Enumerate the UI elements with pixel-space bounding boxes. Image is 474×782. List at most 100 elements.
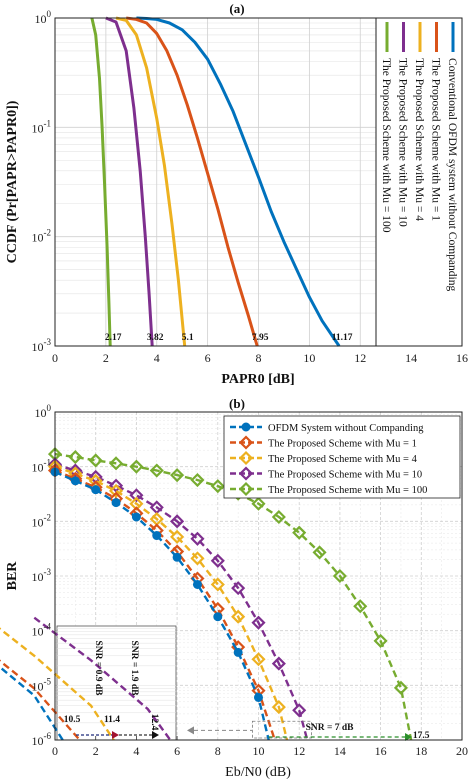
inset-series-line-3 — [33, 616, 172, 741]
panel-b-series-marker-0 — [192, 579, 202, 589]
inset-series-line-2 — [0, 627, 115, 741]
panel-b-series-marker-0 — [213, 612, 223, 622]
panel-b-legend-marker — [238, 466, 254, 481]
panel-b-legend-entries: OFDM System without Companding The Propos… — [230, 422, 427, 497]
panel-b-series-marker-4 — [108, 456, 124, 471]
panel-b-y-tick-label: 10-1 — [32, 458, 52, 475]
panel-b-legend-label: The Proposed Scheme with Mu = 1 — [268, 439, 417, 450]
panel-b-series-marker-4 — [292, 525, 307, 540]
panel-b-series-marker-3 — [190, 531, 205, 546]
panel-b-series-marker-4 — [68, 449, 83, 465]
panel-b-series-marker-3 — [170, 514, 185, 529]
panel-b-y-tick-label: 10-4 — [32, 622, 52, 639]
panel-a-series-line-3 — [105, 16, 154, 347]
panel-a-series-line-0 — [136, 16, 341, 347]
panel-a-annotation: 5.1 — [182, 333, 194, 343]
panel-b-legend-marker — [238, 450, 254, 466]
panel-b-label: (b) — [229, 396, 245, 411]
snr-7db-arrow-head — [405, 733, 413, 741]
panel-b-series-marker-4 — [312, 545, 327, 560]
panel-a-annotation: 11.17 — [332, 333, 353, 343]
panel-b-y-tick-label: 10-6 — [32, 731, 52, 748]
inset-series-line-1 — [0, 659, 81, 741]
panel-b-ylabel: BER — [5, 561, 20, 591]
panel-b-annotations: 10.5 11.4 12.4 SNR = 0.9 dB SNR = 1.9 dB SNR … — [0, 616, 430, 741]
panel-b-series-marker-0 — [91, 485, 101, 495]
panel-b-series — [47, 447, 413, 741]
panel-b-series-marker-0 — [254, 692, 263, 702]
panel-a-legend-entries: The Proposed Scheme with Mu = 100 The Pro… — [380, 22, 458, 291]
panel-b-y-tick-label: 10-3 — [32, 567, 52, 584]
panel-b-series-marker-4 — [332, 568, 347, 584]
panel-b-series-marker-3 — [231, 581, 246, 596]
panel-b-x-tick-label: 2 — [93, 744, 99, 758]
panel-b-series-marker-3 — [129, 488, 144, 503]
panel-b-y-tick-label: 10-2 — [32, 512, 52, 529]
panel-b-series-marker-4 — [393, 680, 409, 695]
panel-a-label: (a) — [229, 1, 244, 16]
panel-b-xlabel: Eb/N0 (dB) — [225, 765, 291, 780]
panel-b-x-tick-label: 20 — [456, 744, 468, 758]
zoom-box — [251, 720, 312, 739]
panel-b-x-tick-label: 14 — [334, 744, 346, 758]
inset-arrow-head-1 — [112, 731, 119, 739]
panel-a-legend-box — [375, 17, 463, 347]
panel-a-legend-label: The Proposed Scheme with Mu = 100 — [380, 58, 392, 233]
panel-b-y-tick-label: 100 — [35, 403, 52, 420]
panel-b-legend-marker — [241, 422, 251, 432]
panel-b-series-marker-0 — [172, 552, 182, 562]
panel-b-series-marker-3 — [271, 656, 286, 671]
panel-a-y-tick-label: 10-2 — [32, 228, 52, 245]
panel-b-legend-label: OFDM System without Companding — [268, 423, 424, 434]
panel-a-x-tick-label: 8 — [256, 351, 262, 365]
panel-b-x-tick-label: 16 — [375, 744, 387, 758]
panel-a-y-tick-label: 10-1 — [32, 118, 52, 135]
panel-b: (b) 10.5 11.4 12.4 SNR = 0.9 dB SNR = 1.9 dB… — [0, 396, 468, 780]
panel-a-legend-label: The Proposed Scheme with Mu = 10 — [397, 58, 409, 227]
panel-a-x-tick-label: 0 — [52, 351, 58, 365]
panel-b-ticks: 0 2 4 6 8 10 12 14 16 18 20 100 10-1 10-2 10-3 10-4 10-5… — [32, 403, 469, 758]
panel-a-ylabel: CCDF (Pr[PAPR>PAPR0]) — [5, 100, 20, 263]
panel-b-series-marker-4 — [149, 463, 164, 478]
panel-b-series-marker-3 — [251, 615, 266, 630]
panel-a-annotation: 7.95 — [252, 333, 269, 343]
panel-b-series-line-0 — [54, 470, 270, 741]
panel-a-ticks: 0 2 4 6 8 10 12 14 16 100 10-1 10-2 10-3 — [32, 9, 469, 365]
inset-annotation: 10.5 — [64, 715, 81, 725]
panel-b-x-tick-label: 8 — [215, 744, 221, 758]
panel-b-annotation: SNR = 7 dB — [306, 723, 355, 733]
panel-b-series-marker-4 — [210, 479, 225, 494]
panel-a-y-tick-label: 100 — [35, 9, 52, 26]
panel-b-series-marker-4 — [129, 459, 144, 474]
inset-annotation: 11.4 — [104, 715, 120, 725]
panel-b-series-marker-2 — [210, 577, 225, 592]
panel-a-x-tick-label: 10 — [303, 351, 315, 365]
panel-a-legend-label: Conventional OFDM system without Compand… — [446, 58, 458, 291]
panel-a-series-line-2 — [115, 16, 187, 347]
panel-b-series-line-2 — [54, 465, 289, 741]
panel-b-frame — [54, 411, 463, 741]
panel-a-series — [90, 16, 341, 347]
panel-a-xlabel: PAPR0 [dB] — [221, 372, 294, 387]
panel-a-annotations: 2.17 3.82 5.1 7.95 11.17 — [105, 333, 353, 343]
panel-a-series-line-1 — [125, 16, 259, 347]
panel-a-legend-label: The Proposed Scheme with Mu = 4 — [413, 58, 425, 221]
panel-b-x-tick-label: 4 — [133, 744, 139, 758]
panel-b-x-tick-label: 18 — [415, 744, 427, 758]
panel-b-series-marker-4 — [170, 468, 185, 483]
panel-b-legend-label: The Proposed Scheme with Mu = 4 — [268, 454, 418, 465]
panel-b-series-marker-4 — [190, 472, 205, 488]
panel-b-series-marker-2 — [108, 483, 124, 498]
panel-a-x-tick-label: 6 — [205, 351, 211, 365]
panel-b-x-tick-label: 0 — [52, 744, 58, 758]
panel-a: (a) 2.17 3.82 5.1 7.95 11.17 0 2 4 6 8 10 12 14 16 10… — [5, 1, 468, 387]
panel-a-x-tick-label: 12 — [354, 351, 366, 365]
panel-a-x-tick-label: 14 — [405, 351, 417, 365]
panel-b-legend-label: The Proposed Scheme with Mu = 100 — [268, 485, 427, 496]
panel-b-series-marker-2 — [271, 700, 286, 715]
panel-b-series-marker-0 — [70, 476, 80, 486]
panel-b-series-marker-3 — [68, 463, 83, 478]
inset-annotation: SNR = 1.9 dB — [129, 640, 139, 696]
panel-a-annotation: 2.17 — [105, 333, 122, 343]
